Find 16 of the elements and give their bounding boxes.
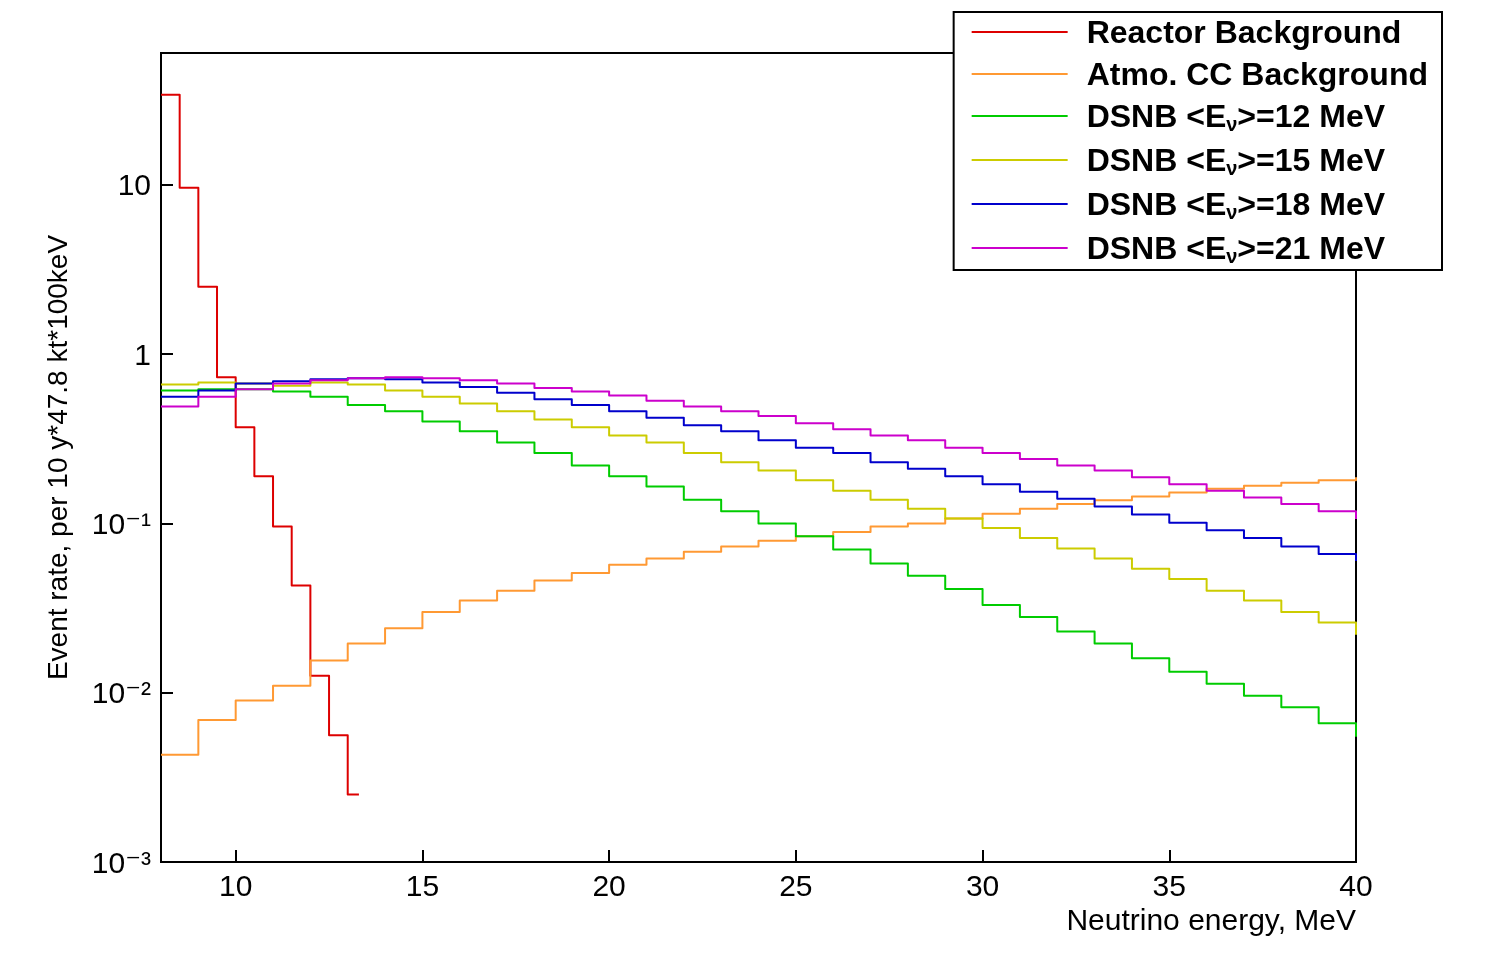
y-tick-label: 10⁻² <box>91 676 151 710</box>
y-tick-label: 10⁻¹ <box>91 506 151 540</box>
legend-label: Reactor Background <box>1086 14 1402 50</box>
x-tick-label: 25 <box>779 868 813 902</box>
legend-label: Atmo. CC Background <box>1086 56 1428 92</box>
y-tick-label: 1 <box>134 337 151 371</box>
x-tick-label: 30 <box>965 868 1000 902</box>
x-tick-label: 10 <box>219 868 253 902</box>
y-axis-title: Event rate, per 10 y*47.8 kt*100keV <box>41 234 73 681</box>
x-tick-label: 40 <box>1339 868 1373 902</box>
x-tick-label: 35 <box>1152 868 1186 902</box>
x-axis-title: Neutrino energy, MeV <box>1066 902 1356 936</box>
y-tick-label: 10⁻³ <box>91 845 151 879</box>
y-tick-label: 10 <box>117 168 151 202</box>
x-tick-label: 20 <box>592 868 626 902</box>
x-tick-label: 15 <box>405 868 440 902</box>
